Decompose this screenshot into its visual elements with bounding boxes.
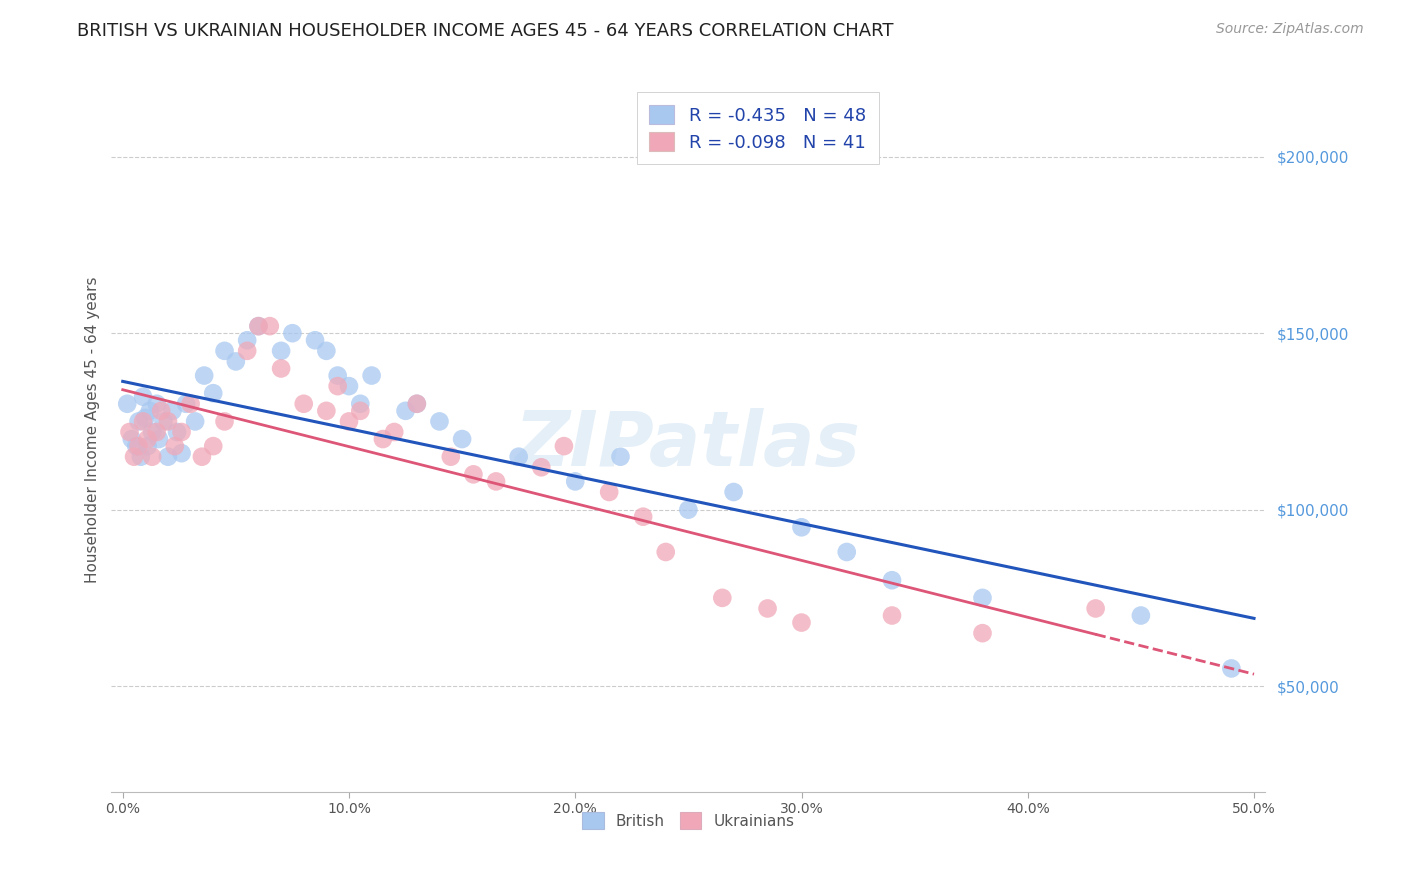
Point — [326, 379, 349, 393]
Point — [118, 425, 141, 439]
Point — [485, 475, 508, 489]
Point — [326, 368, 349, 383]
Point — [678, 502, 700, 516]
Point — [711, 591, 734, 605]
Point — [139, 404, 162, 418]
Point — [170, 425, 193, 439]
Legend: British, Ukrainians: British, Ukrainians — [576, 806, 801, 835]
Point — [315, 404, 337, 418]
Point — [141, 450, 163, 464]
Point — [304, 333, 326, 347]
Point — [405, 397, 427, 411]
Point — [236, 343, 259, 358]
Point — [145, 397, 167, 411]
Point — [598, 485, 620, 500]
Point — [202, 386, 225, 401]
Point — [270, 343, 292, 358]
Point — [508, 450, 530, 464]
Point — [609, 450, 631, 464]
Point — [382, 425, 405, 439]
Point — [247, 319, 270, 334]
Point — [150, 404, 173, 418]
Point — [756, 601, 779, 615]
Point — [134, 410, 156, 425]
Point — [129, 450, 152, 464]
Point — [880, 608, 903, 623]
Point — [553, 439, 575, 453]
Point — [880, 573, 903, 587]
Point — [1129, 608, 1152, 623]
Point — [170, 446, 193, 460]
Point — [315, 343, 337, 358]
Point — [156, 450, 179, 464]
Point — [162, 404, 184, 418]
Point — [174, 397, 197, 411]
Point — [132, 390, 155, 404]
Text: ZIPatlas: ZIPatlas — [516, 408, 862, 482]
Point — [136, 432, 159, 446]
Point — [259, 319, 281, 334]
Point — [281, 326, 304, 341]
Point — [136, 439, 159, 453]
Point — [125, 439, 148, 453]
Point — [790, 520, 813, 534]
Text: BRITISH VS UKRAINIAN HOUSEHOLDER INCOME AGES 45 - 64 YEARS CORRELATION CHART: BRITISH VS UKRAINIAN HOUSEHOLDER INCOME … — [77, 22, 894, 40]
Point — [141, 425, 163, 439]
Point — [191, 450, 214, 464]
Point — [132, 414, 155, 428]
Point — [530, 460, 553, 475]
Point — [214, 414, 236, 428]
Point — [564, 475, 586, 489]
Point — [405, 397, 427, 411]
Point — [292, 397, 315, 411]
Point — [337, 379, 360, 393]
Point — [655, 545, 678, 559]
Point — [790, 615, 813, 630]
Point — [117, 397, 139, 411]
Point — [972, 591, 994, 605]
Point — [349, 404, 371, 418]
Point — [835, 545, 858, 559]
Point — [121, 432, 143, 446]
Point — [463, 467, 485, 482]
Point — [972, 626, 994, 640]
Point — [225, 354, 247, 368]
Point — [163, 439, 186, 453]
Point — [1220, 661, 1243, 675]
Point — [247, 319, 270, 334]
Point — [166, 425, 188, 439]
Point — [451, 432, 474, 446]
Point — [394, 404, 416, 418]
Point — [193, 368, 215, 383]
Point — [270, 361, 292, 376]
Point — [180, 397, 202, 411]
Point — [1084, 601, 1107, 615]
Point — [349, 397, 371, 411]
Point — [429, 414, 451, 428]
Point — [202, 439, 225, 453]
Point — [723, 485, 745, 500]
Point — [214, 343, 236, 358]
Point — [337, 414, 360, 428]
Y-axis label: Householder Income Ages 45 - 64 years: Householder Income Ages 45 - 64 years — [86, 277, 100, 583]
Text: Source: ZipAtlas.com: Source: ZipAtlas.com — [1216, 22, 1364, 37]
Point — [128, 414, 150, 428]
Point — [122, 450, 145, 464]
Point — [631, 509, 654, 524]
Point — [236, 333, 259, 347]
Point — [156, 414, 179, 428]
Point — [371, 432, 394, 446]
Point — [148, 432, 170, 446]
Point — [145, 425, 167, 439]
Point — [152, 414, 174, 428]
Point — [360, 368, 382, 383]
Point — [184, 414, 207, 428]
Point — [128, 439, 150, 453]
Point — [440, 450, 463, 464]
